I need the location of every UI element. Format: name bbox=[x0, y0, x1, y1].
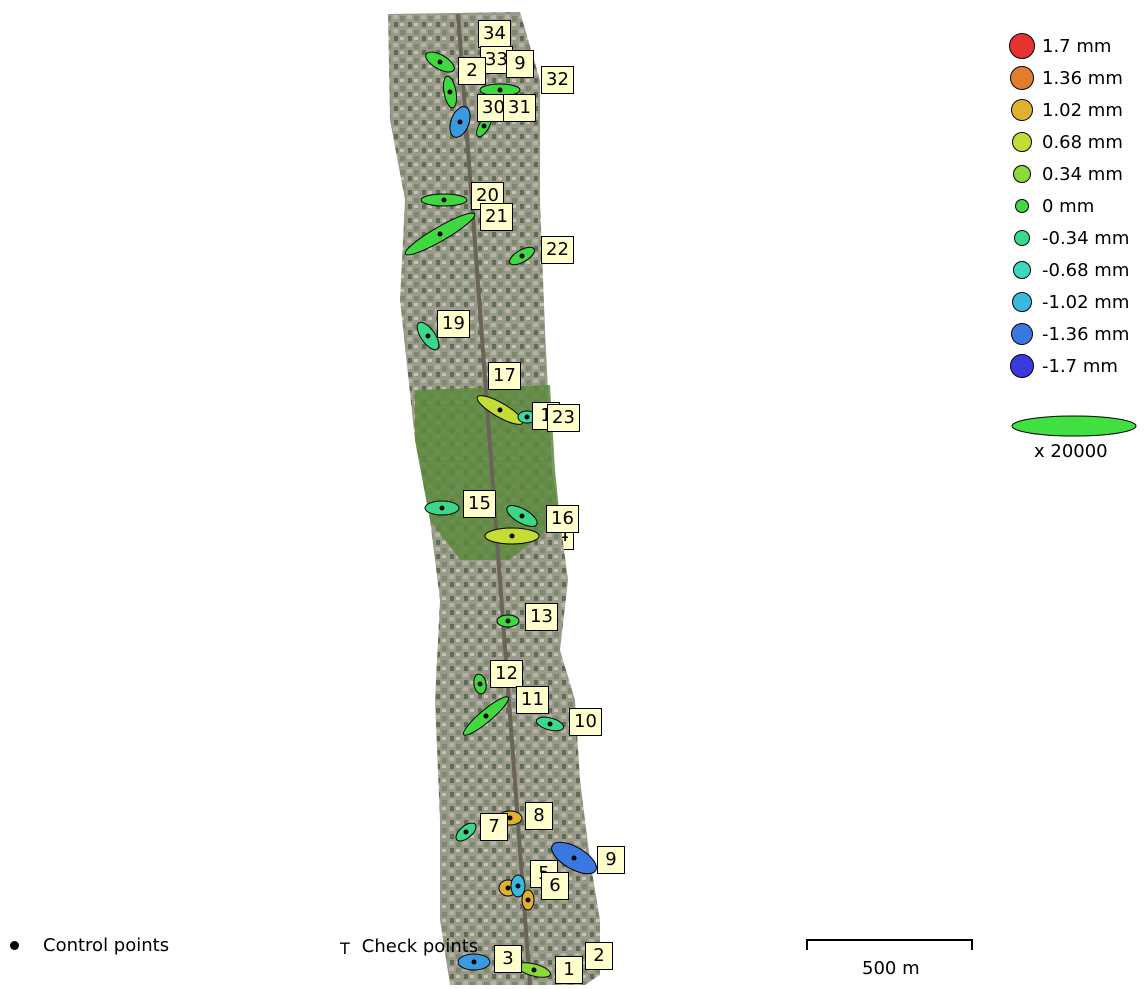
control-points-text: Control points bbox=[43, 935, 170, 956]
label-23[interactable]: 23 bbox=[547, 404, 580, 432]
label-2[interactable]: 2 bbox=[585, 942, 613, 970]
control-point-marker bbox=[483, 713, 489, 719]
control-points-legend: Control points bbox=[10, 935, 169, 956]
legend-label: 1.02 mm bbox=[1042, 99, 1123, 121]
label-12[interactable]: 12 bbox=[490, 660, 523, 688]
legend-item: 1.02 mm bbox=[1010, 95, 1123, 125]
legend-label: -1.7 mm bbox=[1042, 355, 1118, 377]
legend-item: -1.7 mm bbox=[1010, 351, 1118, 381]
control-point-marker bbox=[571, 855, 577, 861]
check-point-symbol: T bbox=[340, 939, 350, 958]
legend-color-swatch bbox=[1010, 66, 1034, 90]
legend-item: 0 mm bbox=[1010, 191, 1094, 221]
legend-label: -0.34 mm bbox=[1042, 227, 1130, 249]
legend-label: 0.34 mm bbox=[1042, 163, 1123, 185]
label-9[interactable]: 9 bbox=[597, 846, 625, 874]
legend-color-swatch bbox=[1012, 132, 1032, 152]
control-point-marker bbox=[505, 618, 511, 624]
control-point-marker bbox=[497, 87, 503, 93]
legend-color-swatch bbox=[1012, 292, 1032, 312]
label-16[interactable]: 16 bbox=[546, 505, 579, 533]
control-point-marker bbox=[481, 123, 487, 129]
label-15[interactable]: 15 bbox=[463, 490, 496, 518]
label-8[interactable]: 8 bbox=[525, 802, 553, 830]
control-point-marker bbox=[441, 197, 447, 203]
scale-label: x 20000 bbox=[1034, 441, 1108, 462]
control-point-marker bbox=[509, 533, 515, 539]
label-17[interactable]: 17 bbox=[488, 362, 521, 390]
control-point-marker bbox=[477, 681, 483, 687]
control-point-marker bbox=[519, 513, 525, 519]
label-34[interactable]: 34 bbox=[478, 20, 511, 48]
control-point-marker bbox=[457, 119, 463, 125]
legend-label: -1.36 mm bbox=[1042, 323, 1130, 345]
label-31[interactable]: 31 bbox=[503, 94, 536, 122]
legend-color-swatch bbox=[1013, 261, 1031, 279]
label-32[interactable]: 32 bbox=[541, 66, 574, 94]
control-point-marker bbox=[525, 897, 531, 903]
label-7[interactable]: 7 bbox=[480, 813, 508, 841]
control-point-symbol bbox=[10, 941, 19, 950]
label-3[interactable]: 3 bbox=[494, 945, 522, 973]
legend-label: 1.7 mm bbox=[1042, 35, 1112, 57]
check-points-text: Check points bbox=[361, 936, 479, 957]
control-point-marker bbox=[505, 885, 511, 891]
control-point-marker bbox=[531, 967, 537, 973]
scale-bar bbox=[806, 939, 973, 950]
legend-color-swatch bbox=[1014, 230, 1030, 246]
control-point-marker bbox=[437, 59, 443, 65]
legend-item: 0.34 mm bbox=[1010, 159, 1123, 189]
control-point-marker bbox=[425, 333, 431, 339]
legend-label: -0.68 mm bbox=[1042, 259, 1130, 281]
legend-label: 0 mm bbox=[1042, 195, 1095, 217]
control-point-marker bbox=[515, 883, 521, 889]
scale-ellipse bbox=[1011, 415, 1137, 437]
legend-item: -0.34 mm bbox=[1010, 223, 1129, 253]
legend-label: 1.36 mm bbox=[1042, 67, 1123, 89]
control-point-marker bbox=[439, 505, 445, 511]
legend-item: 1.36 mm bbox=[1010, 63, 1123, 93]
control-point-marker bbox=[463, 829, 469, 835]
legend-color-swatch bbox=[1013, 165, 1031, 183]
legend-color-swatch bbox=[1010, 354, 1034, 378]
label-22[interactable]: 22 bbox=[541, 236, 574, 264]
legend-color-swatch bbox=[1015, 199, 1029, 213]
label-13[interactable]: 13 bbox=[525, 603, 558, 631]
control-point-marker bbox=[524, 414, 530, 420]
control-point-marker bbox=[519, 253, 525, 259]
label-11[interactable]: 11 bbox=[516, 686, 549, 714]
legend-color-swatch bbox=[1009, 33, 1035, 59]
check-points-legend: T Check points bbox=[340, 935, 478, 958]
control-point-marker bbox=[547, 721, 553, 727]
label-21[interactable]: 21 bbox=[480, 203, 513, 231]
control-point-marker bbox=[471, 959, 477, 965]
control-point-marker bbox=[437, 231, 443, 237]
label-9x[interactable]: 9 bbox=[506, 50, 534, 78]
label-1[interactable]: 1 bbox=[555, 956, 583, 984]
legend-label: 0.68 mm bbox=[1042, 131, 1123, 153]
control-point-markers bbox=[425, 59, 577, 973]
label-6[interactable]: 6 bbox=[541, 872, 569, 900]
legend-item: -0.68 mm bbox=[1010, 255, 1129, 285]
legend-label: -1.02 mm bbox=[1042, 291, 1130, 313]
legend-color-swatch bbox=[1011, 99, 1033, 121]
legend-color-swatch bbox=[1011, 323, 1033, 345]
label-2x[interactable]: 2 bbox=[458, 57, 486, 85]
legend-item: -1.02 mm bbox=[1010, 287, 1129, 317]
control-point-marker bbox=[507, 815, 513, 821]
legend-item: 0.68 mm bbox=[1010, 127, 1123, 157]
legend-item: 1.7 mm bbox=[1009, 31, 1112, 61]
scale-bar-label: 500 m bbox=[862, 958, 920, 979]
label-19[interactable]: 19 bbox=[437, 310, 470, 338]
control-point-marker bbox=[497, 407, 503, 413]
label-10[interactable]: 10 bbox=[569, 708, 602, 736]
control-point-marker bbox=[447, 89, 453, 95]
legend-item: -1.36 mm bbox=[1010, 319, 1129, 349]
